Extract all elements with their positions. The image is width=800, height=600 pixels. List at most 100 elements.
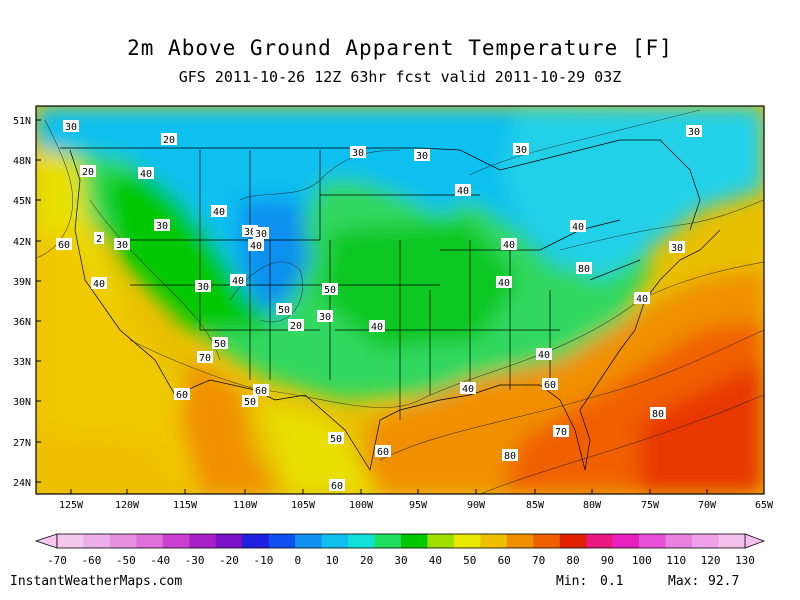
colorbar-level-label: -20 <box>219 554 239 567</box>
contour-label: 40 <box>371 322 383 333</box>
contour-label: 50 <box>324 285 336 296</box>
contour-label-box <box>288 319 304 331</box>
contour-label: 40 <box>93 279 105 290</box>
contour-label-box <box>369 320 385 332</box>
contour-label-box <box>513 143 529 155</box>
contour-label-box <box>350 146 366 158</box>
colorbar-level-label: 60 <box>498 554 511 567</box>
contour-label: 80 <box>504 451 516 462</box>
colorbar-swatch <box>215 534 243 548</box>
contour-label: 50 <box>278 305 290 316</box>
lon-tick-label: 105W <box>291 500 316 511</box>
contour-label-box <box>63 120 79 132</box>
colorbar-swatch <box>189 534 217 548</box>
contour-label-box <box>154 219 170 231</box>
colorbar-level-label: 120 <box>701 554 721 567</box>
colorbar-outline <box>56 533 746 549</box>
lat-tick-label: 42N <box>13 237 31 248</box>
contour-label-box <box>212 337 228 349</box>
lat-tick-label: 51N <box>13 116 31 127</box>
contour-label: 20 <box>82 167 94 178</box>
colorbar-swatch <box>533 534 561 548</box>
max-label: Max: <box>668 574 700 589</box>
lat-tick-label: 48N <box>13 156 31 167</box>
contour-label: 30 <box>156 221 168 232</box>
longitude-axis: 125W 120W 115W 110W 105W 100W 95W 90W 85W 80W 75W 7… <box>59 489 774 511</box>
colorbar-swatch <box>268 534 296 548</box>
contour-label-box <box>650 407 666 419</box>
contour-label-box <box>80 165 96 177</box>
contour-label-box <box>195 280 211 292</box>
contour-label: 50 <box>244 397 256 408</box>
temperature-field <box>36 106 764 494</box>
contour-label-box <box>570 220 586 232</box>
lon-tick-label: 80W <box>583 500 602 511</box>
lat-tick-label: 45N <box>13 196 31 207</box>
contour-label-box <box>455 184 471 196</box>
lon-tick-label: 75W <box>641 500 660 511</box>
colorbar-swatch <box>242 534 269 548</box>
colorbar-level-label: -40 <box>150 554 170 567</box>
contour-label-box <box>94 232 104 244</box>
colorbar-level-label: 80 <box>566 554 579 567</box>
contour-label: 40 <box>572 222 584 233</box>
lon-tick-label: 110W <box>233 500 258 511</box>
contour-label-box <box>138 167 154 179</box>
contour-label-box <box>669 241 685 253</box>
contour-label: 30 <box>197 282 209 293</box>
contour-label-box <box>502 449 518 461</box>
contour-label-box <box>230 274 246 286</box>
colorbar-level-label: -10 <box>253 554 273 567</box>
contour-label: 60 <box>331 481 343 492</box>
lat-tick-label: 33N <box>13 357 31 368</box>
contour-label-box <box>114 238 130 250</box>
colorbar-swatch <box>453 534 481 548</box>
colorbar-level-label: 90 <box>601 554 614 567</box>
latitude-axis: 51N 48N 45N 42N 39N 36N 33N 30N 27N 24N <box>13 116 41 489</box>
colorbar-low-arrow <box>34 533 58 549</box>
contour-label-box <box>329 479 345 491</box>
lon-tick-label: 115W <box>173 500 198 511</box>
max-value: 92.7 <box>708 574 740 589</box>
contour-label: 50 <box>214 339 226 350</box>
colorbar-swatch <box>162 534 190 548</box>
contour-label: 60 <box>377 447 389 458</box>
lon-tick-label: 100W <box>349 500 374 511</box>
contour-label-box <box>328 432 344 444</box>
contour-label-box <box>460 382 476 394</box>
contour-label: 30 <box>65 122 77 133</box>
contour-label: 30 <box>688 127 700 138</box>
colorbar-swatch <box>612 534 640 548</box>
colorbar-swatch <box>57 534 84 548</box>
colorbar-swatch <box>401 534 428 548</box>
lon-tick-label: 95W <box>409 500 428 511</box>
isotherm-lines <box>36 109 764 494</box>
colorbar-level-label: 40 <box>429 554 442 567</box>
contour-label: 30 <box>352 148 364 159</box>
contour-label: 70 <box>199 353 211 364</box>
colorbar-level-label: 70 <box>532 554 545 567</box>
contour-label-box <box>242 395 258 407</box>
contour-label-box <box>542 378 558 390</box>
contour-label: 40 <box>213 207 225 218</box>
contour-label: 30 <box>319 312 331 323</box>
contour-label: 60 <box>176 390 188 401</box>
lat-tick-label: 30N <box>13 397 31 408</box>
contour-label: 70 <box>555 427 567 438</box>
lon-tick-label: 90W <box>467 500 486 511</box>
colorbar-swatch <box>427 534 455 548</box>
contour-label: 40 <box>232 276 244 287</box>
color-scale-bar: -70 -60 -50 -40 -30 -20 -10 0 10 20 30 40 50 60 70 80 90… <box>34 533 766 567</box>
colorbar-swatch <box>83 534 111 548</box>
colorbar-level-label: -50 <box>116 554 136 567</box>
contour-label-box <box>686 125 702 137</box>
colorbar-swatch <box>639 534 666 548</box>
contour-label: 30 <box>255 229 267 240</box>
colorbar-level-label: 130 <box>735 554 755 567</box>
contour-label: 80 <box>578 264 590 275</box>
colorbar-swatch <box>374 534 402 548</box>
site-credit: InstantWeatherMaps.com <box>10 574 183 589</box>
colorbar-level-label: -60 <box>81 554 101 567</box>
